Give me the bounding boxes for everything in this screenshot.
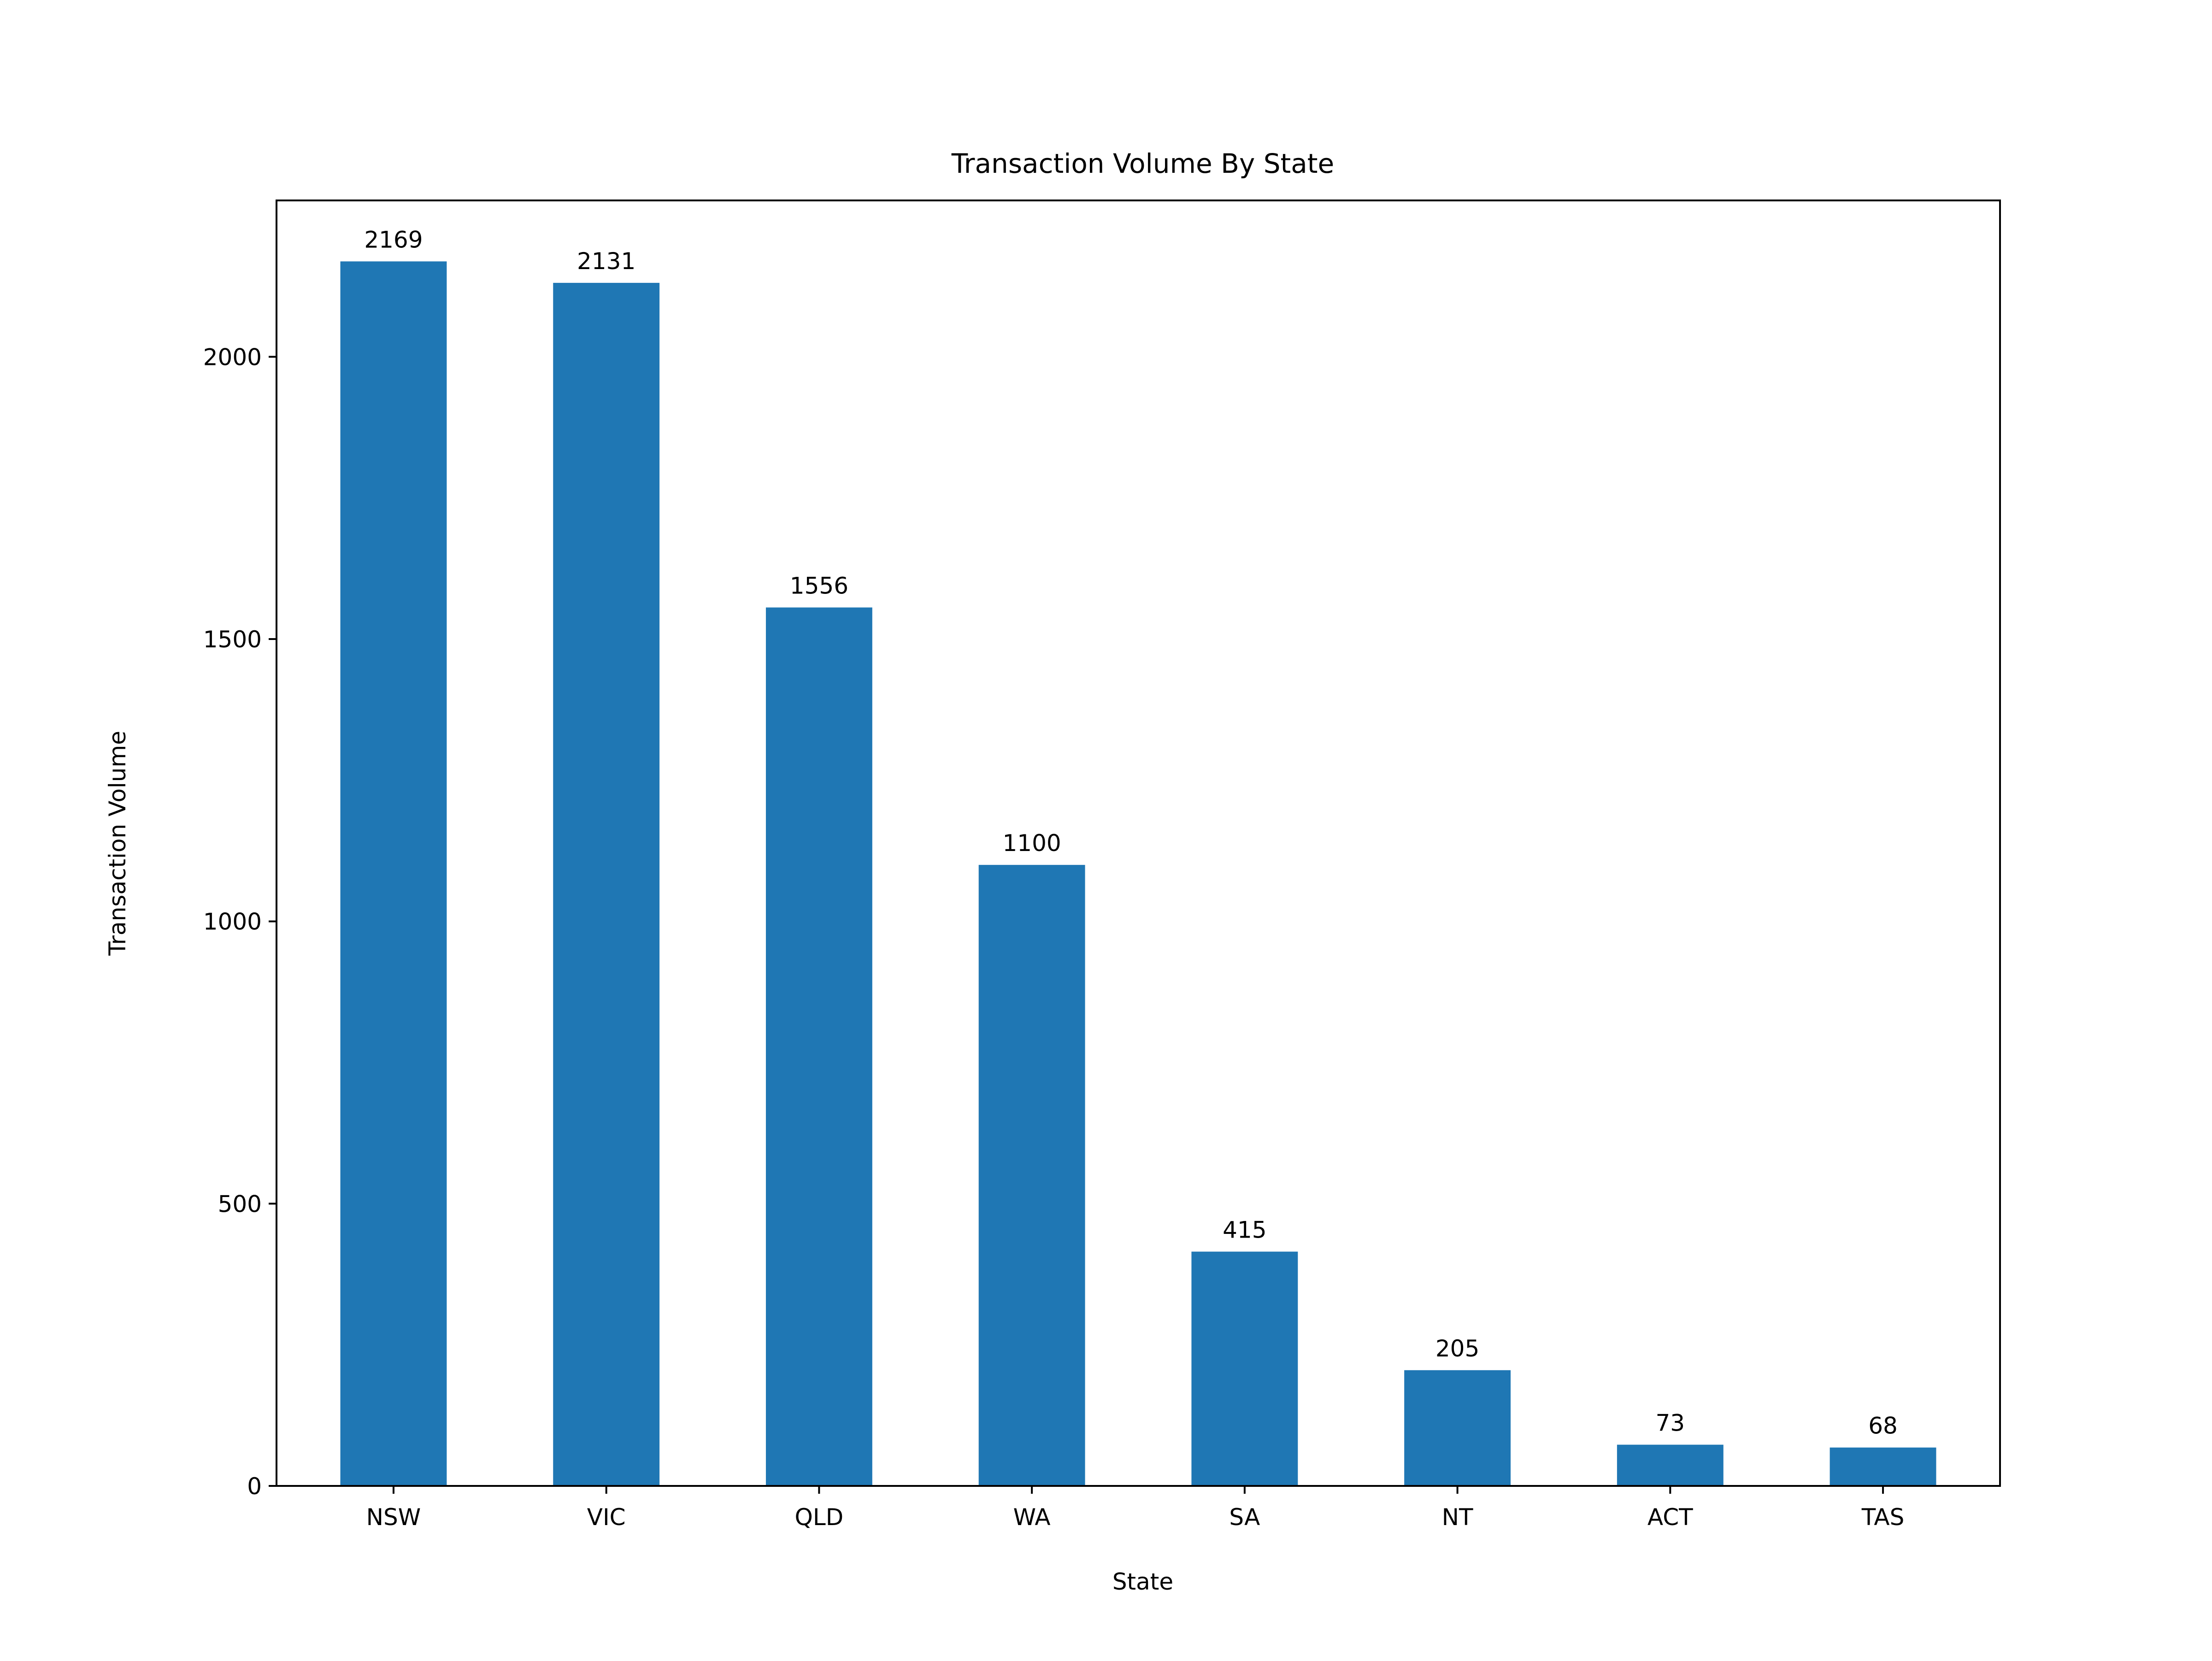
bar-qld <box>765 607 872 1486</box>
data-label-sa: 415 <box>1223 1217 1266 1244</box>
value-labels-layer: 2169 2131 1556 1100 415 205 73 68 <box>364 226 1898 1439</box>
bars-layer <box>340 261 1936 1486</box>
x-tick-label-wa: WA <box>1013 1504 1051 1531</box>
bar-nsw <box>340 261 447 1486</box>
y-tick-label-2000: 2000 <box>203 344 262 370</box>
y-tick-label-1000: 1000 <box>203 909 262 935</box>
y-axis: 0 500 1000 1500 2000 <box>203 344 276 1500</box>
data-label-act: 73 <box>1656 1410 1685 1437</box>
x-tick-label-act: ACT <box>1647 1504 1693 1531</box>
chart-title: Transaction Volume By State <box>951 148 1334 179</box>
x-tick-label-tas: TAS <box>1861 1504 1905 1531</box>
bar-tas <box>1830 1447 1936 1486</box>
data-label-wa: 1100 <box>1003 830 1061 857</box>
data-label-qld: 1556 <box>790 572 848 599</box>
x-axis-label: State <box>1112 1568 1173 1595</box>
bar-sa <box>1191 1251 1298 1486</box>
y-tick-label-1500: 1500 <box>203 626 262 653</box>
x-tick-label-sa: SA <box>1229 1504 1260 1531</box>
bar-wa <box>978 865 1085 1486</box>
bar-nt <box>1404 1370 1511 1486</box>
bar-vic <box>553 282 660 1486</box>
x-tick-label-vic: VIC <box>587 1504 626 1531</box>
y-tick-label-0: 0 <box>247 1473 262 1500</box>
x-tick-label-nt: NT <box>1442 1504 1473 1531</box>
data-label-tas: 68 <box>1868 1413 1898 1439</box>
y-axis-label: Transaction Volume <box>104 731 131 956</box>
y-tick-label-500: 500 <box>218 1191 262 1217</box>
x-tick-label-qld: QLD <box>795 1504 844 1531</box>
bar-act <box>1617 1444 1724 1486</box>
data-label-nsw: 2169 <box>364 226 423 253</box>
x-tick-label-nsw: NSW <box>366 1504 421 1531</box>
data-label-vic: 2131 <box>577 248 635 275</box>
x-axis: NSW VIC QLD WA SA NT ACT TAS <box>366 1486 1905 1531</box>
data-label-nt: 205 <box>1435 1335 1479 1362</box>
plot-frame <box>276 200 2001 1487</box>
